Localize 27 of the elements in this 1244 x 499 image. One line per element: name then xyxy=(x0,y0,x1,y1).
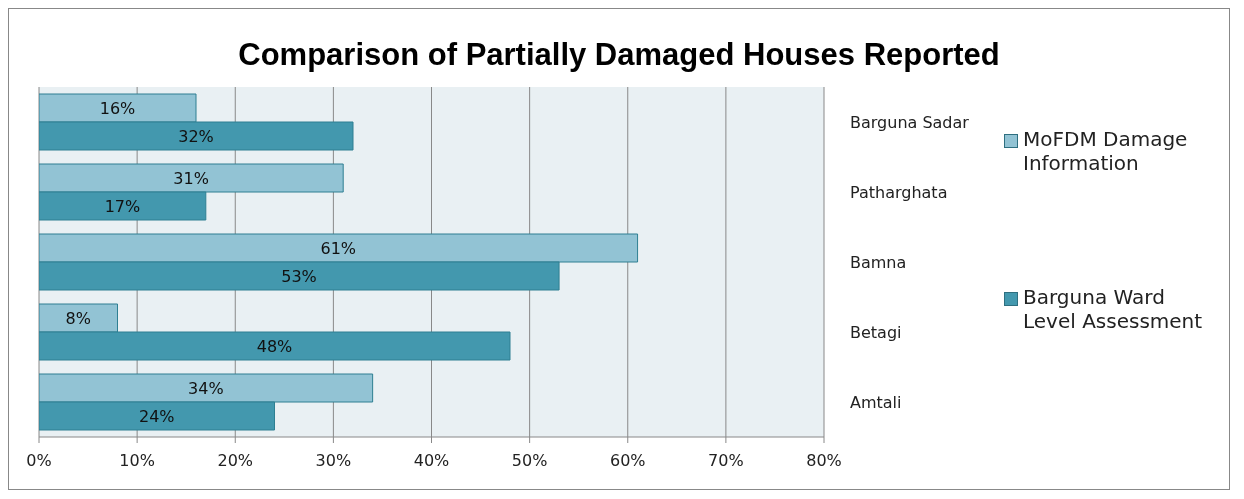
legend-label: Barguna Ward Level Assessment xyxy=(1023,284,1204,333)
data-label: 16% xyxy=(99,98,136,118)
data-label: 8% xyxy=(65,308,91,328)
data-label: 31% xyxy=(173,168,209,188)
data-label: 48% xyxy=(256,336,293,356)
y-tick-label: Betagi xyxy=(850,322,902,342)
data-label: 53% xyxy=(281,266,317,286)
x-tick-label: 20% xyxy=(217,451,254,471)
y-tick-label: Bamna xyxy=(850,252,907,272)
y-tick-label: Patharghata xyxy=(850,182,948,202)
y-tick-label: Barguna Sadar xyxy=(850,112,970,132)
x-tick-label: 80% xyxy=(806,451,842,471)
data-label: 34% xyxy=(188,378,224,398)
x-tick-label: 60% xyxy=(609,451,646,471)
x-tick-label: 50% xyxy=(511,451,548,471)
x-tick-label: 0% xyxy=(26,451,52,471)
data-label: 32% xyxy=(178,126,214,146)
data-label: 17% xyxy=(104,196,141,216)
data-label: 61% xyxy=(320,238,357,258)
data-label: 24% xyxy=(138,406,175,426)
y-tick-label: Amtali xyxy=(850,392,902,412)
x-tick-label: 70% xyxy=(708,451,744,471)
x-tick-label: 10% xyxy=(119,451,155,471)
x-tick-label: 30% xyxy=(315,451,352,471)
x-tick-label: 40% xyxy=(413,451,450,471)
chart-title: Comparison of Partially Damaged Houses Reported xyxy=(237,37,1001,74)
legend-label: MoFDM Damage Information xyxy=(1023,126,1189,175)
